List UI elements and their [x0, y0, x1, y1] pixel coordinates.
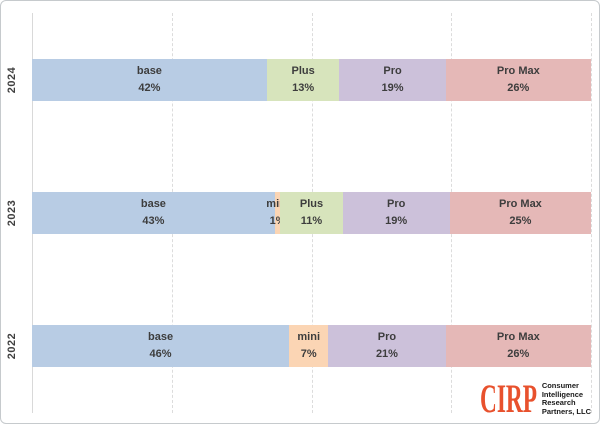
segment-label: base 43% [141, 196, 166, 230]
segment-2022-pro-max: Pro Max 26% [445, 325, 591, 368]
logo-line: Intelligence [541, 389, 584, 399]
segment-percent: 43% [142, 214, 165, 227]
segment-2023-pro: Pro 19% [342, 191, 450, 234]
chart-row-2024: 2024 base 42% Plus 13% Pro 19% Pro Max 26% [6, 13, 591, 146]
segment-percent: 7% [300, 348, 317, 361]
segment-percent: 46% [149, 348, 172, 361]
segment-2024-base: base 42% [32, 58, 267, 101]
segment-percent: 19% [381, 81, 404, 94]
segment-name: Pro [383, 64, 402, 77]
segment-percent: 21% [375, 348, 398, 361]
segment-2022-pro: Pro 21% [328, 325, 446, 368]
segment-label: base 46% [148, 329, 173, 363]
segment-name: Pro Max [499, 197, 542, 210]
segment-2024-pro: Pro 19% [339, 58, 446, 101]
cirp-wordmark: CIRP [480, 381, 537, 417]
segment-name: Pro Max [496, 64, 540, 77]
segment-name: Plus [291, 64, 315, 77]
segment-2024-plus: Plus 13% [266, 58, 340, 101]
segment-2023-base: base 43% [32, 191, 275, 234]
segment-percent: 19% [385, 214, 408, 227]
segment-name: Pro [377, 331, 397, 344]
logo-line: Consumer [541, 381, 579, 390]
segment-label: Pro Max 26% [497, 329, 540, 363]
segment-label: mini 7% [297, 329, 320, 363]
chart-rows: 2024 base 42% Plus 13% Pro 19% Pro Max 26% 2023 ba… [6, 13, 591, 413]
segment-name: base [140, 197, 166, 210]
segment-label: Pro 21% [376, 329, 398, 363]
segment-label: Plus 13% [291, 63, 314, 97]
chart-row-2023: 2023 base 43% mini 1% Plus 11% Pro 19% Pro Max 25% [6, 146, 591, 279]
year-label-2023: 2023 [6, 199, 18, 227]
gridline-100 [591, 13, 592, 413]
segment-name: mini [297, 331, 321, 344]
segment-percent: 42% [138, 81, 161, 94]
logo-line: Partners, LLC [541, 406, 591, 416]
segment-2022-mini: mini 7% [289, 325, 329, 368]
segment-percent: 25% [509, 214, 532, 227]
segment-percent: 13% [292, 81, 315, 94]
stacked-bar-2024: base 42% Plus 13% Pro 19% Pro Max 26% [32, 58, 591, 101]
cirp-wordmark-svg: CIRP [480, 381, 537, 417]
segment-2023-pro-max: Pro Max 25% [449, 191, 591, 234]
segment-2022-base: base 46% [32, 325, 290, 368]
segment-name: Pro [387, 197, 406, 210]
segment-percent: 26% [507, 81, 530, 94]
chart-row-2022: 2022 base 46% mini 7% Pro 21% Pro Max 26% [6, 280, 591, 413]
segment-label: Pro 19% [385, 196, 407, 230]
segment-name: base [136, 64, 162, 77]
stacked-bar-2022: base 46% mini 7% Pro 21% Pro Max 26% [32, 325, 591, 368]
segment-label: Pro Max 25% [499, 196, 542, 230]
plot-area: 2024 base 42% Plus 13% Pro 19% Pro Max 26% 2023 ba… [6, 13, 592, 413]
segment-name: base [148, 331, 174, 344]
stacked-bar-2023: base 43% mini 1% Plus 11% Pro 19% Pro Max 25% [32, 191, 591, 234]
segment-percent: 26% [507, 348, 530, 361]
segment-percent: 11% [300, 214, 323, 227]
year-label-2024: 2024 [6, 66, 18, 93]
segment-label: base 42% [137, 63, 162, 97]
cirp-logo-text: Consumer Intelligence Research Partners,… [541, 381, 591, 416]
segment-2024-pro-max: Pro Max 26% [445, 58, 591, 101]
segment-name: Pro Max [496, 331, 540, 344]
segment-label: Pro 19% [382, 63, 404, 97]
cirp-logo: CIRP Consumer Intelligence Research Part… [479, 381, 591, 417]
year-label-2022: 2022 [6, 333, 18, 360]
logo-line: Research [541, 398, 576, 407]
segment-label: Plus 11% [300, 196, 323, 230]
segment-2023-plus: Plus 11% [280, 191, 343, 234]
segment-name: Plus [299, 197, 324, 210]
segment-label: Pro Max 26% [497, 63, 540, 97]
